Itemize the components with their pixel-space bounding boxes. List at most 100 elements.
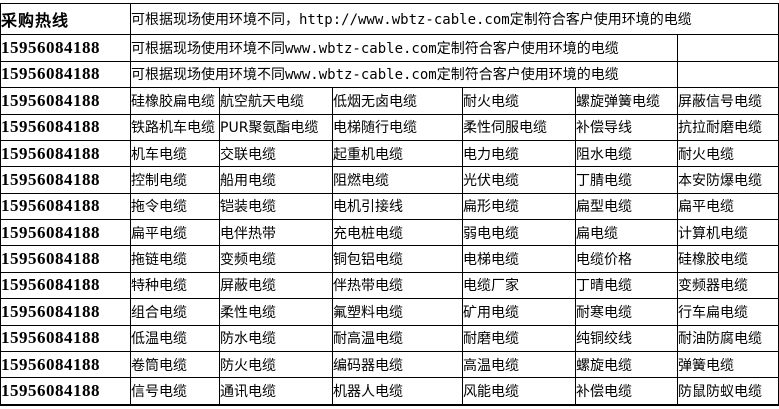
cable-keyword-link[interactable]: 扁形电缆: [462, 192, 576, 221]
cable-keyword-link[interactable]: 船用电缆: [219, 166, 333, 194]
cable-keyword-link[interactable]: 电伴热带: [219, 219, 333, 247]
cable-keyword-link[interactable]: 通讯电缆: [219, 377, 333, 405]
cable-keyword-link[interactable]: 航空航天电缆: [219, 87, 333, 115]
cable-keyword-link[interactable]: 机车电缆: [130, 139, 220, 168]
cable-keyword-link[interactable]: 高温电缆: [462, 350, 576, 379]
table-row: 15956084188 拖令电缆 铠装电缆 电机引接线 扁形电缆 扁型电缆 扁平电缆: [0, 192, 779, 221]
cable-keyword-link[interactable]: 抗拉耐磨电缆: [676, 113, 779, 141]
cable-keyword-link[interactable]: 阻水电缆: [575, 139, 678, 168]
cable-keyword-link[interactable]: 柔性电缆: [219, 298, 333, 326]
cable-keyword-link[interactable]: 铜包铝电缆: [332, 245, 463, 273]
phone-number: 15956084188: [0, 192, 131, 221]
notice-line-1: 可根据现场使用环境不同，http://www.wbtz-cable.com定制符…: [129, 2, 779, 36]
phone-number: 15956084188: [0, 377, 131, 405]
phone-number: 15956084188: [0, 87, 131, 115]
cable-keyword-link[interactable]: 补偿导线: [575, 113, 678, 141]
cable-keyword-link[interactable]: 氟塑料电缆: [332, 298, 463, 326]
cable-keyword-link[interactable]: 丁腈电缆: [575, 166, 678, 194]
table-row: 15956084188 控制电缆 船用电缆 阻燃电缆 光伏电缆 丁腈电缆 本安防爆电缆: [0, 166, 779, 194]
empty-cell: [676, 34, 779, 62]
cable-keyword-link[interactable]: 行车扁电缆: [676, 298, 779, 326]
cable-keyword-link[interactable]: 补偿电缆: [575, 377, 678, 405]
cable-keyword-link[interactable]: 拖令电缆: [130, 192, 220, 221]
cable-keyword-link[interactable]: 伴热带电缆: [332, 271, 463, 300]
cable-keyword-link[interactable]: 变频器电缆: [676, 271, 779, 300]
cable-keyword-link[interactable]: 组合电缆: [130, 298, 220, 326]
cable-keyword-link[interactable]: 耐高温电缆: [332, 324, 463, 352]
cable-keyword-link[interactable]: 低温电缆: [130, 324, 220, 352]
cable-keyword-link[interactable]: 硅橡胶电缆: [676, 245, 779, 273]
cable-keyword-link[interactable]: 交联电缆: [219, 139, 333, 168]
hotline-row: 采购热线 可根据现场使用环境不同，http://www.wbtz-cable.c…: [0, 2, 779, 36]
cable-keyword-link[interactable]: 弹簧电缆: [676, 350, 779, 379]
cable-keyword-link[interactable]: 计算机电缆: [676, 219, 779, 247]
cable-keyword-link[interactable]: 光伏电缆: [462, 166, 576, 194]
cable-keyword-link[interactable]: 防鼠防蚁电缆: [676, 377, 779, 405]
phone-number: 15956084188: [0, 298, 131, 326]
cable-keyword-link[interactable]: 防火电缆: [219, 350, 333, 379]
phone-row: 15956084188 可根据现场使用环境不同www.wbtz-cable.co…: [0, 60, 779, 89]
cable-keyword-link[interactable]: 信号电缆: [130, 377, 220, 405]
cable-keyword-link[interactable]: 控制电缆: [130, 166, 220, 194]
cable-keyword-link[interactable]: 电缆价格: [575, 245, 678, 273]
phone-number: 15956084188: [0, 219, 131, 247]
cable-keyword-link[interactable]: 特种电缆: [130, 271, 220, 300]
cable-keyword-link[interactable]: 电梯随行电缆: [332, 113, 463, 141]
cable-keyword-link[interactable]: 耐火电缆: [462, 87, 576, 115]
cable-keyword-link[interactable]: PUR聚氨酯电缆: [219, 113, 333, 141]
cable-keyword-link[interactable]: 屏蔽电缆: [219, 271, 333, 300]
cable-keyword-link[interactable]: 扁型电缆: [575, 192, 678, 221]
cable-keyword-link[interactable]: 柔性伺服电缆: [462, 113, 576, 141]
cable-keyword-link[interactable]: 耐火电缆: [676, 139, 779, 168]
phone-number: 15956084188: [0, 245, 131, 273]
cable-keyword-link[interactable]: 耐磨电缆: [462, 324, 576, 352]
empty-cell: [676, 60, 779, 89]
cable-keyword-link[interactable]: 纯铜绞线: [575, 324, 678, 352]
cable-keyword-link[interactable]: 耐油防腐电缆: [676, 324, 779, 352]
cable-keyword-link[interactable]: 防水电缆: [219, 324, 333, 352]
table-row: 15956084188 铁路机车电缆 PUR聚氨酯电缆 电梯随行电缆 柔性伺服电缆 补偿导…: [0, 113, 779, 141]
cable-keyword-link[interactable]: 卷筒电缆: [130, 350, 220, 379]
cable-keyword-link[interactable]: 弱电电缆: [462, 219, 576, 247]
cable-keyword-link[interactable]: 起重机电缆: [332, 139, 463, 168]
cable-keyword-link[interactable]: 本安防爆电缆: [676, 166, 779, 194]
cable-keyword-link[interactable]: 充电桩电缆: [332, 219, 463, 247]
notice-line-3: 可根据现场使用环境不同www.wbtz-cable.com定制符合客户使用环境的…: [130, 60, 678, 89]
cable-keyword-link[interactable]: 屏蔽信号电缆: [676, 87, 779, 115]
cable-keyword-link[interactable]: 低烟无卤电缆: [332, 87, 463, 115]
cable-keyword-link[interactable]: 编码器电缆: [332, 350, 463, 379]
cable-keyword-link[interactable]: 螺旋电缆: [575, 350, 678, 379]
cable-keyword-link[interactable]: 硅橡胶扁电缆: [130, 87, 220, 115]
table-row: 15956084188 机车电缆 交联电缆 起重机电缆 电力电缆 阻水电缆 耐火电缆: [0, 139, 779, 168]
empty-cell: [332, 403, 463, 407]
phone-number: 15956084188: [0, 139, 131, 168]
cable-keyword-link[interactable]: 电力电缆: [462, 139, 576, 168]
cable-keyword-link[interactable]: 耐寒电缆: [575, 298, 678, 326]
cable-keyword-link[interactable]: 铁路机车电缆: [130, 113, 220, 141]
cable-keyword-link[interactable]: 铠装电缆: [219, 192, 333, 221]
cable-keyword-link[interactable]: 螺旋弹簧电缆: [575, 87, 678, 115]
cable-keyword-link[interactable]: 风能电缆: [462, 377, 576, 405]
cable-keyword-link[interactable]: 扁电缆: [575, 219, 678, 247]
empty-cell: [130, 403, 220, 407]
cable-keyword-link[interactable]: 拖链电缆: [130, 245, 220, 273]
cable-keyword-link[interactable]: 变频电缆: [219, 245, 333, 273]
empty-cell: [575, 403, 678, 407]
cable-keyword-link[interactable]: 阻燃电缆: [332, 166, 463, 194]
cable-keyword-link[interactable]: 电机引接线: [332, 192, 463, 221]
table-row: 15956084188 卷筒电缆 防火电缆 编码器电缆 高温电缆 螺旋电缆 弹簧电缆: [0, 350, 779, 379]
cable-keyword-link[interactable]: 电梯电缆: [462, 245, 576, 273]
table-row: 15956084188 硅橡胶扁电缆 航空航天电缆 低烟无卤电缆 耐火电缆 螺旋弹簧电缆屏…: [0, 87, 779, 115]
empty-cell: [0, 403, 131, 407]
table-row: 15956084188 信号电缆 通讯电缆 机器人电缆 风能电缆 补偿电缆 防鼠防蚁电缆: [0, 377, 779, 405]
cable-keyword-link[interactable]: 扁平电缆: [130, 219, 220, 247]
cable-keyword-link[interactable]: 矿用电缆: [462, 298, 576, 326]
cable-keyword-link[interactable]: 丁晴电缆: [575, 271, 678, 300]
cable-keyword-link[interactable]: 电缆厂家: [462, 271, 576, 300]
phone-number: 15956084188: [0, 113, 131, 141]
cable-keyword-link[interactable]: 机器人电缆: [332, 377, 463, 405]
cable-keyword-link[interactable]: 扁平电缆: [676, 192, 779, 221]
